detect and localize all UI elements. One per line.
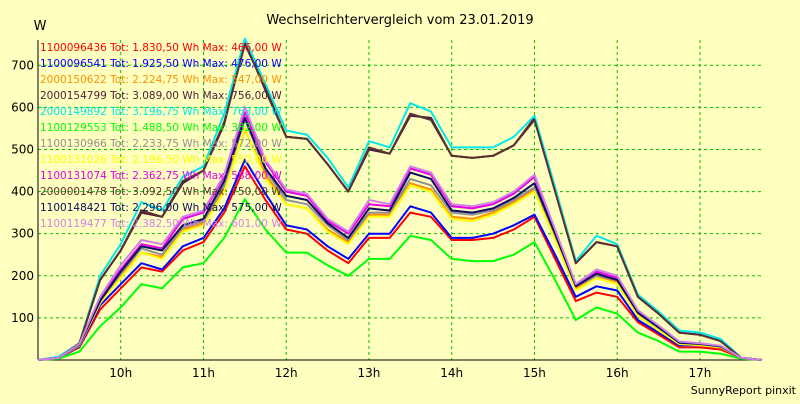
legend: 1100096436 Tot: 1.830,50 Wh Max: 466,00 … — [40, 42, 282, 230]
x-tick-label: 16h — [606, 366, 629, 380]
y-tick-label: 300 — [11, 227, 34, 241]
legend-entry-1100130966: 1100130966 Tot: 2.233,75 Wh Max: 572,00 … — [40, 138, 282, 150]
y-tick-label: 100 — [11, 311, 34, 325]
x-tick-label: 14h — [440, 366, 463, 380]
series-line-1100148421 — [37, 116, 763, 361]
series-line-1100129553 — [37, 198, 763, 361]
y-tick-label: 600 — [11, 100, 34, 114]
legend-entry-1100096436: 1100096436 Tot: 1.830,50 Wh Max: 466,00 … — [40, 42, 282, 54]
legend-entry-1100129553: 1100129553 Tot: 1.488,50 Wh Max: 382,00 … — [40, 122, 282, 134]
series-line-2000149892 — [37, 37, 763, 361]
legend-entry-2000149892: 2000149892 Tot: 3.196,75 Wh Max: 763,00 … — [40, 106, 282, 118]
x-tick-label: 17h — [689, 366, 712, 380]
series-line-1100096436 — [37, 165, 763, 361]
axes: 100 200 300 400 500 600 700 10h 11h 12h 13h 14h 15h 1… — [11, 40, 762, 380]
x-tick-label: 12h — [275, 366, 298, 380]
chart-title: Wechselrichtervergleich vom 23.01.2019 — [266, 13, 533, 28]
legend-entry-1100096541: 1100096541 Tot: 1.925,50 Wh Max: 476,00 … — [40, 58, 282, 70]
series-line-1100096541 — [37, 158, 763, 361]
legend-entry-1100131026: 1100131026 Tot: 2.196,50 Wh Max: 550,00 … — [40, 154, 282, 166]
series-lines — [37, 37, 763, 361]
footer-credit: SunnyReport pinxit — [691, 384, 797, 397]
x-tick-label: 10h — [109, 366, 132, 380]
legend-entry-1100148421: 1100148421 Tot: 2.296,00 Wh Max: 575,00 … — [40, 202, 282, 214]
legend-entry-2000001478: 2000001478 Tot: 3.092,50 Wh Max: 750,00 … — [40, 186, 282, 198]
legend-entry-1100131074: 1100131074 Tot: 2.362,75 Wh Max: 588,00 … — [40, 170, 282, 182]
series-line-1100119477 — [37, 105, 763, 361]
legend-entry-1100119477: 1100119477 Tot: 2.382,50 Wh Max: 601,00 … — [40, 218, 282, 230]
x-tick-label: 13h — [358, 366, 381, 380]
legend-entry-2000150622: 2000150622 Tot: 2.224,75 Wh Max: 547,00 … — [40, 74, 282, 86]
x-tick-label: 11h — [192, 366, 215, 380]
y-tick-label: 200 — [11, 269, 34, 283]
y-axis-label: W — [34, 19, 47, 34]
y-tick-label: 400 — [11, 185, 34, 199]
legend-entry-2000154799: 2000154799 Tot: 3.089,00 Wh Max: 756,00 … — [40, 90, 282, 102]
y-tick-label: 700 — [11, 58, 34, 72]
series-line-2000001478 — [37, 43, 763, 361]
series-line-1100131026 — [37, 127, 763, 361]
y-tick-label: 500 — [11, 142, 34, 156]
x-tick-label: 15h — [523, 366, 546, 380]
